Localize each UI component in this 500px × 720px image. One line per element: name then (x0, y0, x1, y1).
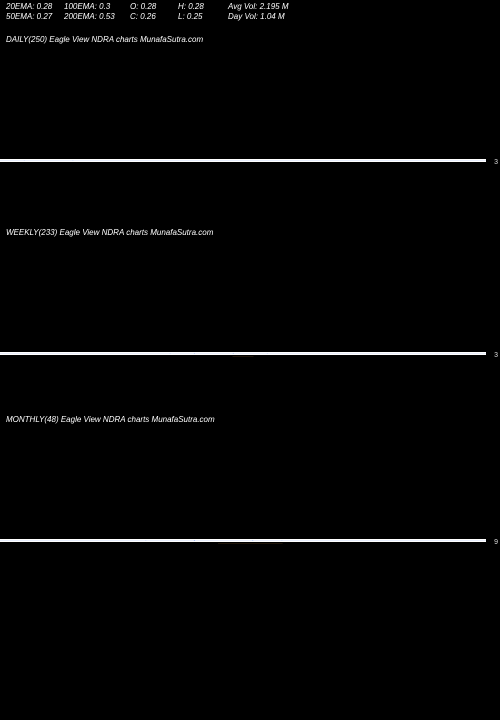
stat-col-hl: H: 0.28 L: 0.25 (178, 2, 228, 21)
ema20-label: 20EMA: 0.28 (6, 2, 64, 11)
blue-line-weekly (0, 353, 486, 354)
dayvol-label: Day Vol: 1.04 M (228, 12, 318, 21)
orange-line-daily (0, 163, 486, 165)
stat-col-ema-long: 100EMA: 0.3 200EMA: 0.53 (64, 2, 130, 21)
chart-area-weekly (0, 241, 486, 357)
chart-title-monthly: MONTHLY(48) Eagle View NDRA charts Munaf… (0, 411, 500, 428)
stat-col-ema-short: 20EMA: 0.28 50EMA: 0.27 (6, 2, 64, 21)
ema100-label: 100EMA: 0.3 (64, 2, 130, 11)
chart-panel-weekly: 3 (0, 241, 500, 357)
axis-label-daily: 3 (494, 159, 498, 166)
orange-line-weekly (0, 356, 486, 358)
high-label: H: 0.28 (178, 2, 228, 11)
spacer (0, 357, 500, 403)
axis-label-weekly: 3 (494, 352, 498, 359)
stat-col-vol: Avg Vol: 2.195 M Day Vol: 1.04 M (228, 2, 318, 21)
chart-area-daily (0, 48, 486, 164)
open-label: O: 0.28 (130, 2, 178, 11)
chart-title-daily: DAILY(250) Eagle View NDRA charts Munafa… (0, 31, 500, 48)
chart-area-monthly (0, 428, 486, 544)
blue-line-monthly (0, 540, 486, 541)
chart-title-weekly: WEEKLY(233) Eagle View NDRA charts Munaf… (0, 224, 500, 241)
ema50-label: 50EMA: 0.27 (6, 12, 64, 21)
axis-label-monthly: 9 (494, 539, 498, 546)
close-label: C: 0.26 (130, 12, 178, 21)
low-label: L: 0.25 (178, 12, 228, 21)
avgvol-label: Avg Vol: 2.195 M (228, 2, 318, 11)
spacer (0, 164, 500, 216)
orange-line-monthly (0, 543, 486, 545)
blue-line-daily (0, 160, 486, 161)
stat-col-oc: O: 0.28 C: 0.26 (130, 2, 178, 21)
header-stats: 20EMA: 0.28 50EMA: 0.27 100EMA: 0.3 200E… (0, 0, 500, 23)
chart-panel-daily: 3 (0, 48, 500, 164)
ema200-label: 200EMA: 0.53 (64, 12, 130, 21)
chart-panel-monthly: 9 (0, 428, 500, 544)
